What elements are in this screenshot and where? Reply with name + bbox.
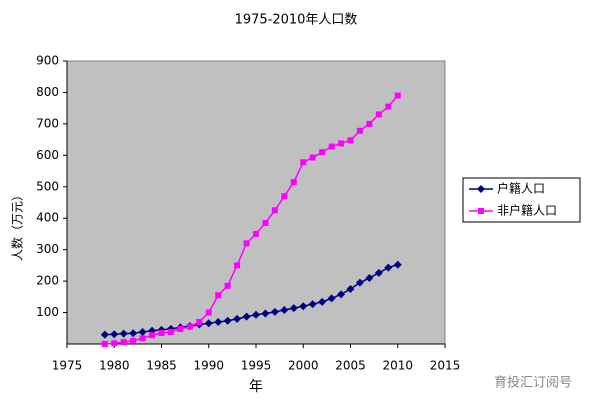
data-point [167, 329, 174, 336]
plot-area [66, 60, 446, 345]
data-point [366, 120, 373, 127]
data-point [319, 149, 326, 156]
data-point [177, 325, 184, 332]
data-point [290, 179, 297, 186]
legend-box [462, 177, 581, 223]
data-point [289, 304, 298, 313]
data-point [309, 154, 316, 161]
data-point [318, 297, 327, 306]
data-point [300, 159, 307, 166]
x-tick-label: 2005 [335, 359, 366, 373]
y-tick-label: 500 [36, 179, 59, 193]
data-point [356, 127, 363, 134]
data-point [262, 219, 269, 226]
y-tick-label: 100 [36, 305, 59, 319]
data-point [385, 103, 392, 110]
x-tick-label: 1980 [99, 359, 130, 373]
y-tick-label: 400 [36, 211, 59, 225]
legend-marker [477, 185, 485, 193]
data-point [100, 330, 109, 339]
x-tick-label: 2010 [382, 359, 413, 373]
data-point [204, 319, 213, 328]
data-point [242, 312, 251, 321]
data-point [158, 329, 165, 336]
data-point [234, 262, 241, 269]
data-point [271, 207, 278, 214]
data-point [375, 111, 382, 118]
data-point [119, 329, 128, 338]
data-point [120, 339, 127, 346]
data-point [243, 240, 250, 247]
y-tick-label: 700 [36, 116, 59, 130]
data-point [365, 273, 374, 282]
data-point [205, 309, 212, 316]
data-point [253, 230, 259, 237]
data-point [280, 306, 289, 315]
data-point [215, 292, 222, 299]
data-point [139, 335, 146, 342]
data-point [111, 340, 118, 347]
data-point [281, 193, 288, 200]
legend-marker [478, 208, 484, 214]
data-point [130, 337, 137, 344]
data-point [223, 316, 232, 325]
data-point [355, 278, 364, 287]
data-point [338, 140, 345, 147]
data-point [214, 317, 223, 326]
data-point [374, 268, 383, 277]
x-tick-label: 1990 [193, 359, 224, 373]
data-point [233, 314, 242, 323]
data-point [149, 332, 156, 339]
x-tick-label: 1975 [52, 359, 83, 373]
watermark: 育投汇订阅号 [494, 375, 572, 391]
x-tick-label: 1995 [241, 359, 272, 373]
x-tick-label: 1985 [146, 359, 177, 373]
data-point [261, 309, 270, 318]
x-tick-label: 2015 [430, 359, 461, 373]
y-tick-label: 300 [36, 242, 59, 256]
data-point [101, 341, 108, 347]
data-point [346, 284, 355, 293]
y-axis-label: 人数（万元） [10, 189, 25, 261]
data-point [337, 290, 346, 299]
data-point [299, 302, 308, 311]
data-point [186, 323, 193, 330]
data-point [328, 143, 335, 150]
x-tick-label: 2000 [288, 359, 319, 373]
data-point [224, 282, 231, 289]
y-tick-label: 900 [36, 54, 59, 68]
y-tick-label: 200 [36, 274, 59, 288]
data-point [252, 310, 260, 319]
data-point [308, 300, 317, 309]
legend-label: 非户籍人口 [497, 203, 557, 218]
data-point [393, 260, 402, 269]
x-axis-label: 年 [249, 379, 263, 395]
data-point [129, 329, 138, 338]
data-point [384, 263, 393, 272]
data-point [196, 318, 203, 325]
data-point [347, 137, 354, 144]
y-tick-label: 800 [36, 85, 59, 99]
data-point [110, 330, 119, 339]
y-tick-label: 600 [36, 148, 59, 162]
legend-label: 户籍人口 [497, 181, 545, 196]
data-point [327, 294, 336, 303]
data-point [270, 307, 279, 316]
chart-title: 1975-2010年人口数 [235, 13, 358, 28]
data-point [138, 328, 147, 337]
data-point [394, 92, 401, 99]
